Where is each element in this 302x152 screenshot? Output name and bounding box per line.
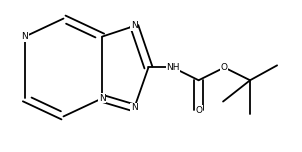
Text: N: N (99, 94, 105, 103)
Text: N: N (21, 32, 28, 41)
Text: NH: NH (166, 63, 180, 72)
Text: N: N (131, 21, 138, 31)
Text: O: O (195, 105, 202, 115)
Text: N: N (131, 103, 138, 112)
Text: O: O (221, 63, 228, 72)
